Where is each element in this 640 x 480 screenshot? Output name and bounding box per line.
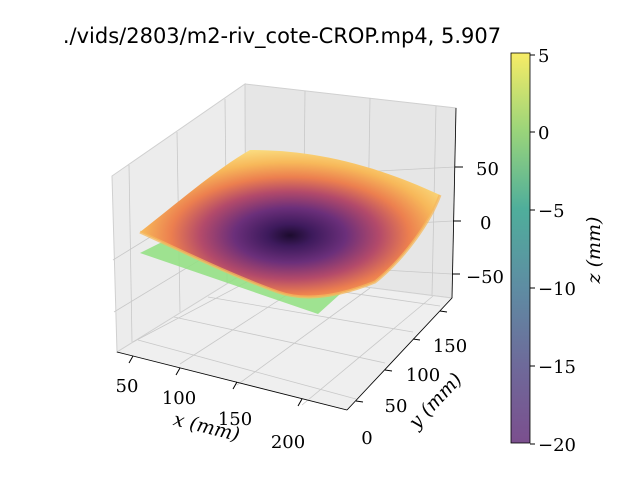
axes-3d: 50 100 150 200 x (mm) 0 50 100 150 y (mm… bbox=[111, 83, 504, 453]
colorbar-label: z (mm) bbox=[583, 217, 605, 285]
colorbar-tick-label: 0 bbox=[538, 123, 549, 144]
colorbar-tick-label: −15 bbox=[538, 357, 576, 378]
colorbar-tick-label: −5 bbox=[538, 201, 565, 222]
y-ticks bbox=[355, 310, 448, 403]
y-tick-label: 0 bbox=[361, 428, 372, 449]
x-tick-label: 100 bbox=[162, 388, 196, 409]
chart-title: ./vids/2803/m2-riv_cote-CROP.mp4, 5.907 bbox=[63, 24, 501, 49]
z-tick-label: 50 bbox=[476, 159, 499, 180]
colorbar: 5 0 −5 −10 −15 −20 z (mm) bbox=[510, 46, 605, 456]
y-tick-label: 150 bbox=[433, 336, 467, 357]
y-tick-label: 100 bbox=[406, 365, 440, 386]
colorbar-tick-label: 5 bbox=[538, 46, 549, 67]
colorbar-ticks bbox=[530, 54, 535, 445]
colorbar-tick-label: −20 bbox=[538, 435, 576, 456]
x-axis-line bbox=[116, 351, 348, 411]
x-ticks bbox=[128, 355, 303, 407]
colorbar-tick-label: −10 bbox=[538, 279, 576, 300]
surface-bowl bbox=[140, 150, 440, 298]
z-tick-label: −50 bbox=[466, 267, 504, 288]
surface-front-edge bbox=[139, 194, 442, 299]
z-ticks bbox=[452, 166, 463, 275]
y-tick-label: 50 bbox=[385, 396, 408, 417]
x-tick-label: 200 bbox=[271, 432, 305, 453]
z-axis-line bbox=[451, 107, 457, 299]
colorbar-bar bbox=[510, 52, 531, 444]
x-tick-label: 150 bbox=[218, 409, 252, 430]
y-axis-line bbox=[346, 297, 453, 411]
z-tick-label: 0 bbox=[480, 213, 491, 234]
x-tick-label: 50 bbox=[116, 376, 139, 397]
